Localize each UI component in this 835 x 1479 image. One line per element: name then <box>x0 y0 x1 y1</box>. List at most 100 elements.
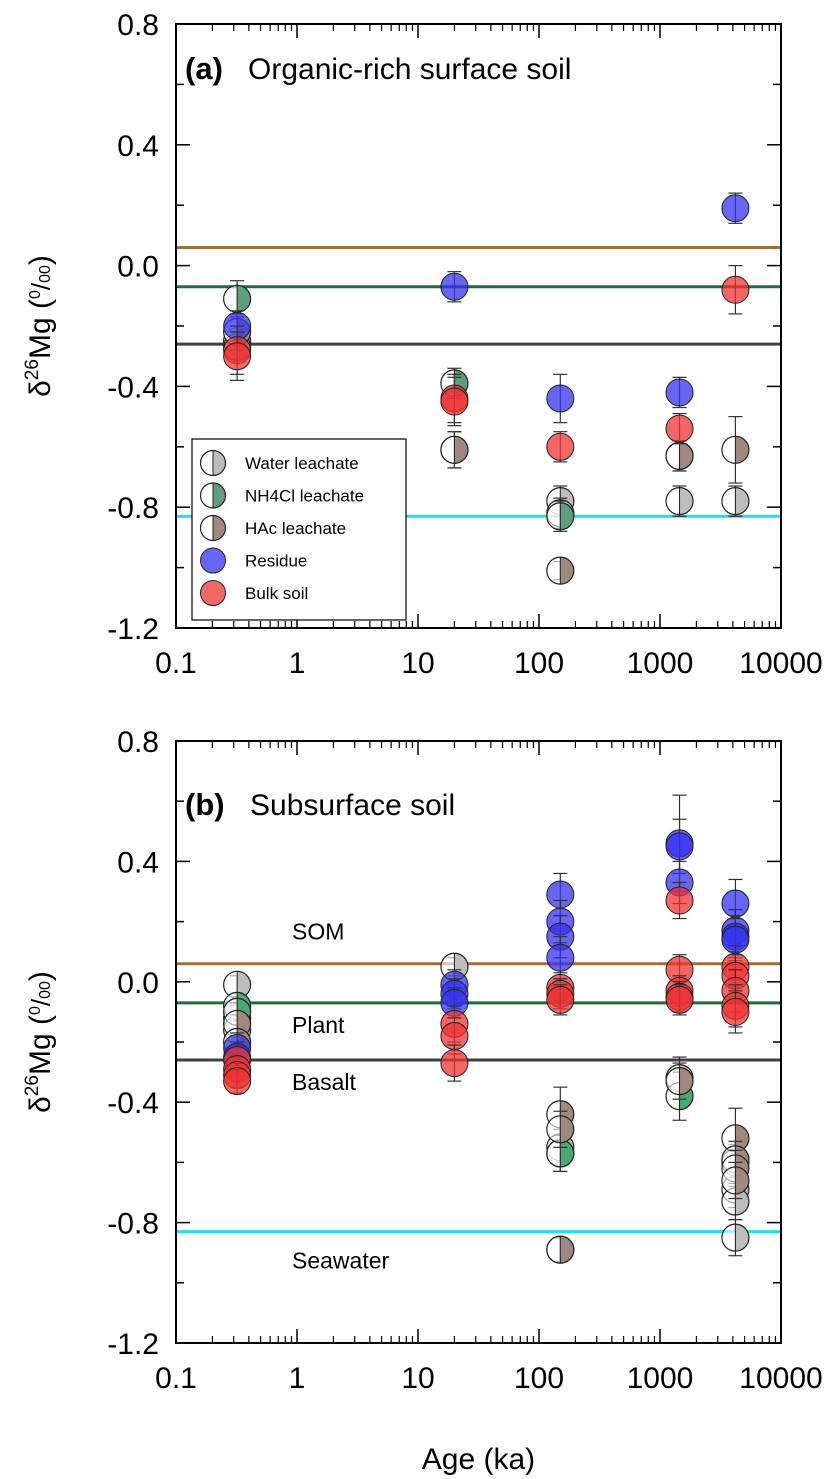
panel-a-point-hac-leachate-fill <box>679 442 694 470</box>
panel-a-point-water-leachate-outline <box>665 487 694 516</box>
panel-b-y-axis-label: δ26Mg (0/00) <box>22 971 57 1113</box>
panel-a-y-axis-label: δ26Mg (0/00) <box>22 255 57 397</box>
panel-a-point-bulk-soil <box>665 414 694 443</box>
panel-a-point-hac-leachate-fill <box>454 436 468 464</box>
panel-b-point-hac-leachate-outline <box>546 1235 575 1264</box>
panel-a-point-hac-leachate-outline <box>721 435 750 464</box>
panel-a-legend-label-bulk-soil: Bulk soil <box>245 584 308 603</box>
panel-b-point-water-leachate <box>721 1223 750 1252</box>
panel-b-plot-area: 0.1 1 10 100 1000 10000 0.8 0.4 0.0 -0.4 -0.8 -1.2 δ… <box>22 726 823 1395</box>
panel-b-point-hac-leachate <box>721 1124 750 1153</box>
panel-a: 0.1 1 10 100 1000 10000 0.8 0.4 0.0 -0.4 -0.8 -1.2 δ… <box>22 9 823 680</box>
panel-b-point-hac-leachate-fill <box>735 1166 749 1194</box>
panel-b-point-hac-leachate-fill <box>679 1067 694 1095</box>
panel-a-y-tick-label: -1.2 <box>107 613 159 646</box>
panel-b-point-hac-leachate <box>665 1067 694 1096</box>
panel-b-point-hac-leachate-fill <box>560 1115 574 1143</box>
panel-a-point-hac-leachate-outline <box>440 435 469 464</box>
panel-a-point-water-leachate-fill <box>735 487 749 515</box>
panel-a-point-water-leachate <box>665 487 694 516</box>
panel-b-reference-label-seawater: Seawater <box>292 1248 390 1274</box>
panel-a-legend-marker-water-leachate-fill <box>213 450 226 476</box>
panel-a-point-water-leachate-fill <box>679 487 694 515</box>
panel-b-point-water-leachate <box>721 1187 750 1216</box>
panel-b-y-tick-label: -0.8 <box>107 1208 159 1241</box>
panel-a-point-hac-leachate-fill <box>560 557 574 585</box>
panel-b-point-bulk-soil <box>665 985 694 1014</box>
panel-b-series-bulk-soil <box>223 881 750 1096</box>
panel-b-x-tick-label: 1000 <box>627 1362 694 1395</box>
panel-a-legend-marker-bulk-soil <box>200 580 226 606</box>
panel-b-plot-frame <box>175 740 782 1344</box>
panel-b: 0.1 1 10 100 1000 10000 0.8 0.4 0.0 -0.4 -0.8 -1.2 δ… <box>22 726 823 1476</box>
panel-a-point-hac-leachate-fill <box>735 436 749 464</box>
panel-a-point-hac-leachate <box>721 435 750 464</box>
panel-a-point-residue <box>546 384 575 413</box>
panel-a-point-nh4cl-leachate <box>546 502 575 531</box>
panel-b-y-tick-label: -0.4 <box>107 1087 159 1120</box>
panel-a-point-hac-leachate <box>546 556 575 585</box>
panel-a-point-bulk-soil <box>223 342 252 371</box>
panel-b-y-tick-label: 0.4 <box>117 846 159 879</box>
panel-b-point-hac-leachate <box>721 1166 750 1195</box>
panel-a-x-tick-label: 1 <box>289 647 306 680</box>
panel-b-point-hac-leachate-outline <box>546 1115 575 1144</box>
panel-b-point-nh4cl-leachate-fill <box>560 1139 574 1167</box>
panel-b-point-bulk-soil <box>721 997 750 1026</box>
panel-b-point-water-leachate-fill <box>735 1224 749 1252</box>
panel-a-legend-label-nh4cl-leachate: NH4Cl leachate <box>245 487 364 506</box>
panel-a-legend-marker-water-leachate-outline <box>199 449 227 477</box>
panel-a-y-tick-label: -0.4 <box>107 371 159 404</box>
panel-b-y-tick-label: 0.8 <box>117 726 159 759</box>
panel-b-point-hac-leachate-outline <box>665 1067 694 1096</box>
panel-b-point-bulk-soil <box>665 886 694 915</box>
panel-b-point-hac-leachate <box>546 1115 575 1144</box>
panel-a-point-hac-leachate-outline <box>546 556 575 585</box>
panel-a-series-residue <box>223 192 750 424</box>
panel-a-plot-area: 0.1 1 10 100 1000 10000 0.8 0.4 0.0 -0.4 -0.8 -1.2 δ… <box>22 9 823 680</box>
panel-b-point-bulk-soil <box>440 1049 469 1078</box>
panel-a-point-residue <box>665 378 694 407</box>
panel-a-legend-marker-water-leachate <box>199 449 227 477</box>
panel-b-point-water-leachate-fill <box>735 1188 749 1216</box>
panel-b-point-residue <box>546 943 575 972</box>
panel-a-point-nh4cl-leachate-fill <box>560 502 574 530</box>
panel-a-point-bulk-soil <box>546 432 575 461</box>
panel-b-point-hac-leachate-fill <box>560 1236 574 1264</box>
panel-a-point-nh4cl-leachate-outline <box>546 502 575 531</box>
panel-b-y-tick-label: -1.2 <box>107 1328 159 1361</box>
panel-b-point-bulk-soil <box>223 1067 252 1096</box>
panel-a-legend-label-residue: Residue <box>245 552 307 571</box>
panel-a-legend-marker-residue <box>200 547 226 574</box>
panel-a-series-bulk-soil <box>223 265 750 463</box>
panel-b-point-water-leachate-fill <box>237 971 251 999</box>
panel-a-point-bulk-soil <box>721 275 750 304</box>
panel-a-letter: (a) <box>185 51 223 86</box>
panel-a-legend-marker-hac-leachate-fill <box>213 515 226 541</box>
panel-a-point-residue <box>440 272 469 301</box>
panel-b-point-nh4cl-leachate <box>546 1139 575 1168</box>
panel-b-reference-label-basalt: Basalt <box>292 1069 357 1095</box>
panel-a-point-bulk-soil <box>440 387 469 416</box>
panel-a-point-residue <box>721 194 750 223</box>
panel-b-point-residue <box>665 832 694 861</box>
panel-b-reference-label-plant: Plant <box>292 1012 345 1038</box>
panel-b-x-tick-label: 1 <box>289 1362 306 1395</box>
panel-b-point-hac-leachate-outline <box>721 1166 750 1195</box>
panel-b-x-tick-label: 100 <box>514 1362 564 1395</box>
panel-a-x-tick-label: 10 <box>401 647 434 680</box>
panel-b-point-water-leachate-outline <box>721 1223 750 1252</box>
panel-a-x-tick-label: 10000 <box>739 647 822 680</box>
panel-b-letter: (b) <box>185 787 225 822</box>
panel-b-x-axis-label: Age (ka) <box>422 1443 535 1476</box>
panel-b-series-hac-leachate <box>223 1009 750 1264</box>
panel-b-point-hac-leachate-fill <box>735 1124 749 1152</box>
panel-a-point-nh4cl-leachate <box>223 284 252 313</box>
panel-a-plot-frame <box>175 23 782 629</box>
panel-a-legend-marker-nh4cl-leachate-outline <box>199 482 227 509</box>
panel-a-legend-label-hac-leachate: HAc leachate <box>245 519 346 538</box>
panel-b-title: Subsurface soil <box>250 789 455 822</box>
panel-a-y-tick-label: 0.4 <box>117 130 159 163</box>
panel-a-point-water-leachate <box>721 487 750 516</box>
